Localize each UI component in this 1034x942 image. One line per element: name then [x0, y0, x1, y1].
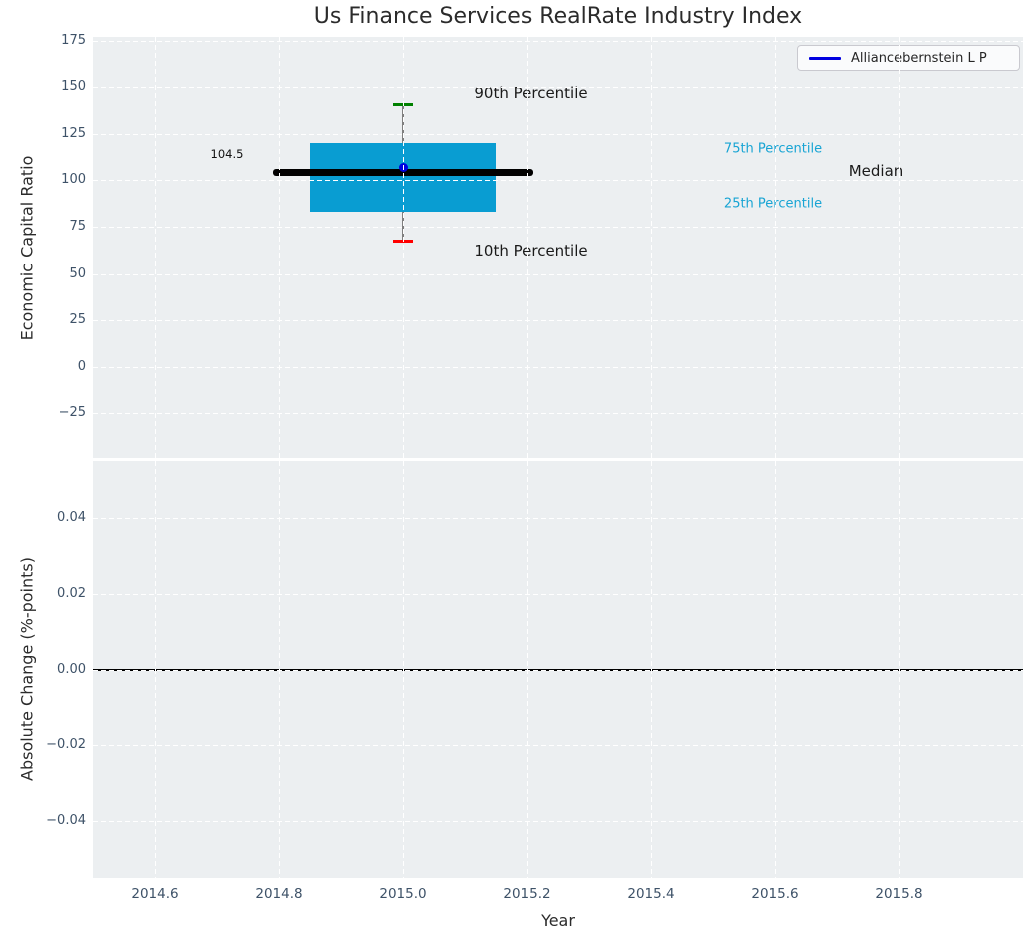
y-tick-label: 150 [61, 79, 86, 95]
gridline-vertical [155, 37, 156, 458]
gridline-horizontal [93, 745, 1023, 747]
y-tick-label: 0 [77, 358, 86, 374]
legend: Alliancebernstein L P [797, 45, 1020, 71]
gridline-horizontal [93, 87, 1023, 89]
p25-annotation: 25th Percentile [723, 196, 823, 212]
y-tick-label: −0.04 [46, 813, 86, 829]
legend-line-sample [809, 56, 841, 60]
legend-label: Alliancebernstein L P [851, 50, 987, 66]
y-tick-label: 0.02 [57, 585, 86, 601]
gridline-vertical [527, 37, 528, 458]
chart-title: Us Finance Services RealRate Industry In… [313, 4, 803, 29]
gridline-horizontal [93, 40, 1023, 42]
gridline-horizontal [93, 366, 1023, 368]
gridline-horizontal [93, 227, 1023, 228]
p75-annotation: 75th Percentile [723, 141, 823, 157]
median-value-label: 104.5 [210, 147, 244, 161]
y-tick-label: 50 [69, 265, 86, 281]
y-tick-label: 0.04 [57, 509, 86, 525]
x-tick-label: 2014.6 [131, 886, 179, 902]
p10-annotation: 10th Percentile [474, 242, 588, 260]
x-tick-label: 2015.0 [379, 886, 427, 902]
gridline-horizontal [93, 821, 1023, 823]
top-plot-area: 90th Percentile 10th Percentile 75th Per… [93, 37, 1023, 458]
gridline-horizontal [93, 273, 1023, 275]
y-tick-label: 175 [61, 32, 86, 48]
x-axis-label: Year [541, 911, 575, 930]
gridline-horizontal [93, 669, 1023, 671]
x-tick-label: 2015.2 [503, 886, 551, 902]
x-tick-label: 2015.6 [751, 886, 799, 902]
bottom-plot-area [93, 461, 1023, 878]
gridline-vertical [899, 37, 900, 458]
y-tick-label: 0.00 [57, 661, 86, 677]
median-annotation: Median [848, 162, 904, 180]
y-tick-label: 25 [69, 312, 86, 328]
x-tick-label: 2014.8 [255, 886, 303, 902]
gridline-horizontal [93, 133, 1023, 135]
median-line [272, 168, 534, 176]
gridline-vertical [279, 37, 280, 458]
y-tick-label: 125 [61, 125, 86, 141]
gridline-horizontal [93, 320, 1023, 322]
y-tick-label: −25 [58, 405, 86, 421]
p90-annotation: 90th Percentile [474, 84, 588, 102]
y-tick-label: 75 [69, 219, 86, 234]
gridline-horizontal [93, 180, 1023, 182]
x-tick-label: 2015.8 [875, 886, 923, 902]
x-tick-label: 2015.4 [627, 886, 675, 902]
gridline-horizontal [93, 517, 1023, 519]
gridline-vertical [651, 37, 652, 458]
gridline-vertical [403, 37, 404, 458]
gridline-horizontal [93, 593, 1023, 595]
gridline-vertical [775, 37, 776, 458]
gridline-horizontal [93, 413, 1023, 415]
y-tick-label: −0.02 [46, 737, 86, 753]
y-tick-label: 100 [61, 172, 86, 188]
